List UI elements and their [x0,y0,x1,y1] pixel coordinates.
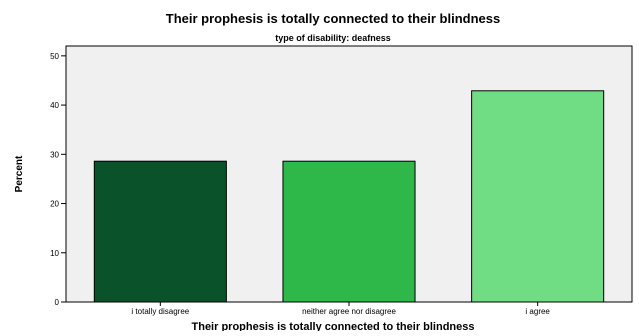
y-tick-label: 10 [50,249,59,258]
y-axis-label: Percent [14,155,25,192]
y-tick-label: 30 [50,150,59,159]
chart-subtitle: type of disability: deafness [275,33,391,43]
bar-2 [282,160,416,303]
y-axis: 0 10 20 30 40 50 [50,52,66,307]
y-tick-label: 50 [50,52,59,61]
y-tick-label: 20 [50,200,59,209]
y-tick-label: 40 [50,101,59,110]
x-category-label: i agree [525,307,550,316]
x-category-label: i totally disagree [131,307,189,316]
bar-3 [471,90,605,303]
category-labels: i totally disagree neither agree nor disa… [131,302,550,316]
y-tick-label: 0 [55,298,60,307]
bar-1 [93,160,227,303]
x-category-label: neither agree nor disagree [302,307,396,316]
chart-title: Their prophesis is totally connected to … [166,11,500,26]
x-axis-label: Their prophesis is totally connected to … [192,321,475,331]
bars [93,90,605,303]
